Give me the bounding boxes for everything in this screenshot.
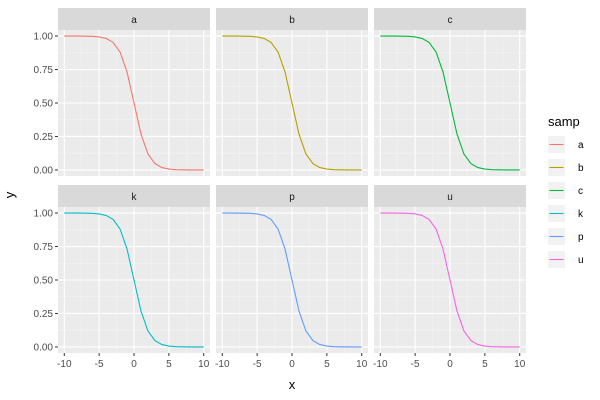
y-tick-label: 0.00 bbox=[34, 165, 54, 176]
x-tick-label: -5 bbox=[411, 359, 420, 370]
x-tick-label: 10 bbox=[514, 359, 526, 370]
x-tick-label: 0 bbox=[447, 359, 453, 370]
facet-strip-b bbox=[216, 8, 368, 30]
x-tick-label: -10 bbox=[373, 359, 388, 370]
legend-label-u: u bbox=[578, 255, 584, 266]
x-tick-label: 5 bbox=[482, 359, 488, 370]
x-tick-label: 5 bbox=[324, 359, 330, 370]
legend-label-c: c bbox=[578, 186, 583, 197]
y-tick-label: 0.75 bbox=[34, 242, 54, 253]
facet-strip-label-b: b bbox=[289, 15, 295, 26]
legend-label-k: k bbox=[578, 209, 584, 220]
y-tick-label: 0.50 bbox=[34, 99, 54, 110]
y-tick-label: 0.25 bbox=[34, 132, 54, 143]
x-tick-label: 10 bbox=[198, 359, 210, 370]
y-tick-label: 0.00 bbox=[34, 342, 54, 353]
y-tick-label: 1.00 bbox=[34, 209, 54, 220]
y-tick-label: 0.25 bbox=[34, 309, 54, 320]
facet-strip-label-c: c bbox=[448, 15, 453, 26]
y-tick-label: 1.00 bbox=[34, 32, 54, 43]
x-tick-label: -10 bbox=[215, 359, 230, 370]
y-axis-title: y bbox=[2, 191, 17, 198]
series-line-c bbox=[380, 35, 520, 171]
legend-label-a: a bbox=[578, 140, 584, 151]
facet-strip-a bbox=[58, 8, 210, 30]
legend-label-p: p bbox=[578, 232, 584, 243]
y-tick-label: 0.75 bbox=[34, 65, 54, 76]
facet-strip-p bbox=[216, 185, 368, 207]
facet-strip-u bbox=[374, 185, 526, 207]
x-tick-label: 5 bbox=[166, 359, 172, 370]
x-tick-label: 0 bbox=[131, 359, 137, 370]
facet-strip-label-k: k bbox=[132, 192, 138, 203]
facet-strip-k bbox=[58, 185, 210, 207]
facet-strip-label-u: u bbox=[447, 192, 453, 203]
x-tick-label: 0 bbox=[289, 359, 295, 370]
series-line-a bbox=[64, 35, 204, 171]
series-line-u bbox=[380, 212, 520, 348]
legend-label-b: b bbox=[578, 163, 584, 174]
facet-strip-label-p: p bbox=[289, 192, 295, 203]
x-axis-title: x bbox=[289, 377, 296, 392]
x-tick-label: -5 bbox=[95, 359, 104, 370]
x-tick-label: -10 bbox=[57, 359, 72, 370]
series-line-p bbox=[222, 212, 362, 348]
facet-strip-label-a: a bbox=[131, 15, 137, 26]
series-line-k bbox=[64, 212, 204, 348]
x-tick-label: 10 bbox=[356, 359, 368, 370]
legend-title: samp bbox=[548, 114, 580, 129]
facet-strip-c bbox=[374, 8, 526, 30]
x-tick-label: -5 bbox=[253, 359, 262, 370]
series-line-b bbox=[222, 35, 362, 171]
y-tick-label: 0.50 bbox=[34, 276, 54, 287]
